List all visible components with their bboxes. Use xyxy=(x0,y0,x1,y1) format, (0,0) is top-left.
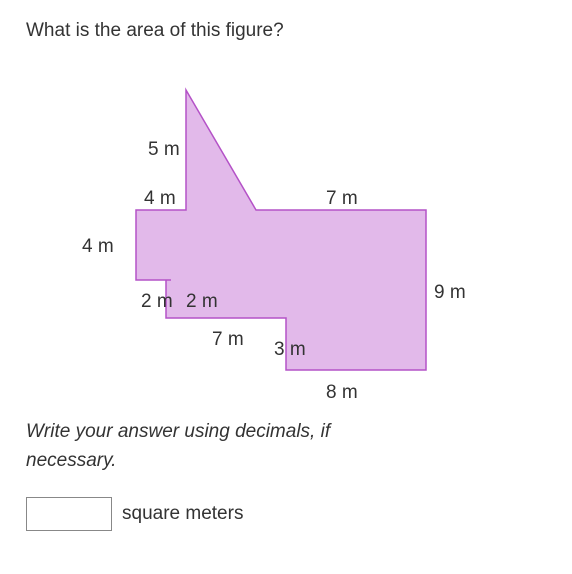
dim-label: 4 m xyxy=(144,188,176,209)
dim-label: 9 m xyxy=(434,282,466,303)
dim-label: 2 m xyxy=(141,291,173,312)
answer-row: square meters xyxy=(26,497,546,531)
dim-label: 5 m xyxy=(148,139,180,160)
caption-line-1: Write your answer using decimals, if xyxy=(26,421,330,442)
dim-label: 8 m xyxy=(326,382,358,400)
figure-svg: 5 m 4 m 7 m 4 m 2 m 2 m 9 m 7 m 3 m 8 m xyxy=(26,60,486,400)
dim-label: 4 m xyxy=(82,236,114,257)
question-text: What is the area of this figure? xyxy=(26,20,546,42)
dim-label: 7 m xyxy=(326,188,358,209)
dim-label: 2 m xyxy=(186,291,218,312)
caption-line-2: necessary. xyxy=(26,450,116,471)
answer-caption: Write your answer using decimals, if nec… xyxy=(26,418,546,475)
dim-label: 3 m xyxy=(274,339,306,360)
figure-container: 5 m 4 m 7 m 4 m 2 m 2 m 9 m 7 m 3 m 8 m xyxy=(26,60,486,400)
answer-unit: square meters xyxy=(122,503,243,525)
figure-shape xyxy=(136,90,426,370)
answer-input[interactable] xyxy=(26,497,112,531)
dim-label: 7 m xyxy=(212,329,244,350)
